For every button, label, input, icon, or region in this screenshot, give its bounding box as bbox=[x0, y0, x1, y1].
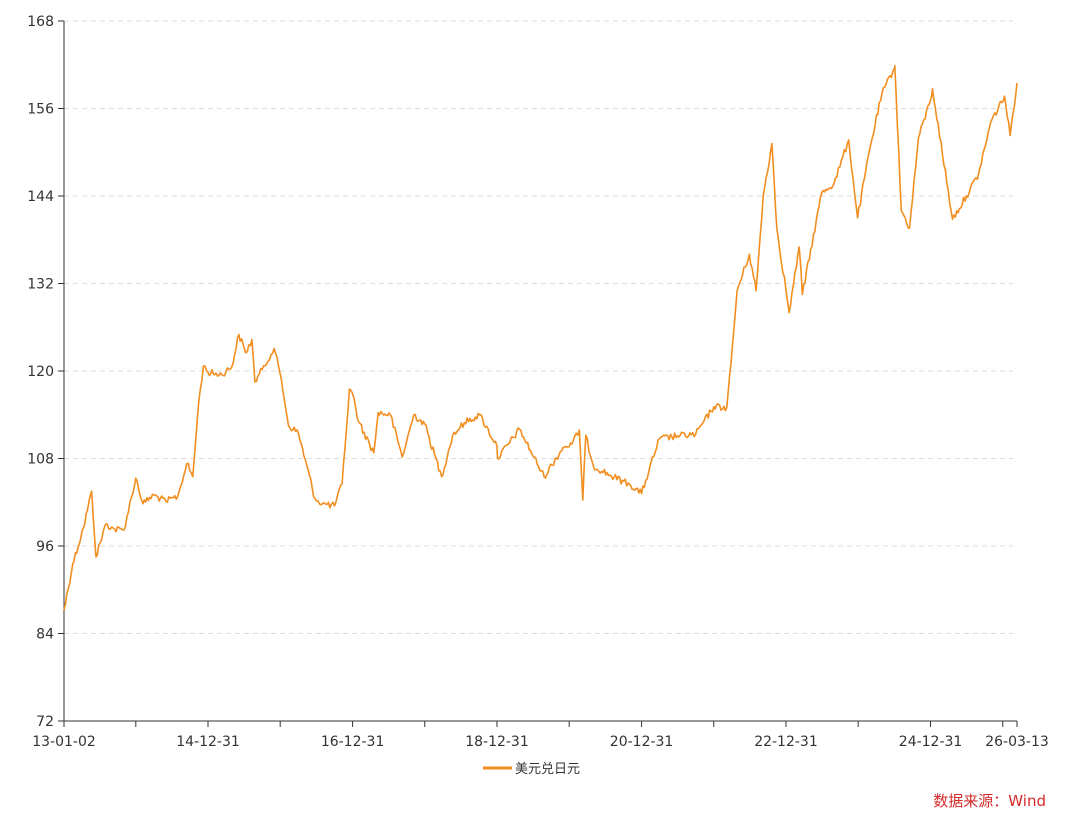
gridlines bbox=[64, 20, 1013, 634]
x-tick-label: 16-12-31 bbox=[321, 734, 385, 750]
x-tick-label: 22-12-31 bbox=[754, 734, 818, 750]
y-tick-label: 84 bbox=[36, 627, 54, 643]
x-tick-label: 26-03-13 bbox=[985, 734, 1049, 750]
x-axis-ticks: 13-01-02 14-12-31 16-12-31 18-12-31 20-12-31… bbox=[32, 721, 1049, 750]
x-tick-label: 18-12-31 bbox=[465, 734, 529, 750]
y-tick-label: 96 bbox=[36, 539, 54, 555]
x-tick-label: 14-12-31 bbox=[176, 734, 240, 750]
y-tick-label: 132 bbox=[27, 277, 54, 293]
x-tick-label: 20-12-31 bbox=[610, 734, 674, 750]
series-line bbox=[63, 64, 1018, 611]
y-tick-label: 156 bbox=[27, 102, 54, 118]
legend[interactable]: 美元兑日元 bbox=[483, 762, 580, 777]
series-layer bbox=[63, 64, 1018, 611]
source-label: 数据来源：Wind bbox=[933, 792, 1046, 810]
y-axis-ticks: 72 84 96 108 120 132 144 156 168 bbox=[27, 14, 64, 730]
x-tick-label: 24-12-31 bbox=[899, 734, 963, 750]
y-tick-label: 144 bbox=[27, 189, 54, 205]
y-tick-label: 120 bbox=[27, 364, 54, 380]
y-tick-label: 72 bbox=[36, 714, 54, 730]
x-tick-label: 13-01-02 bbox=[32, 734, 96, 750]
y-tick-label: 168 bbox=[27, 14, 54, 30]
legend-label: 美元兑日元 bbox=[515, 762, 580, 777]
y-tick-label: 108 bbox=[27, 452, 54, 468]
